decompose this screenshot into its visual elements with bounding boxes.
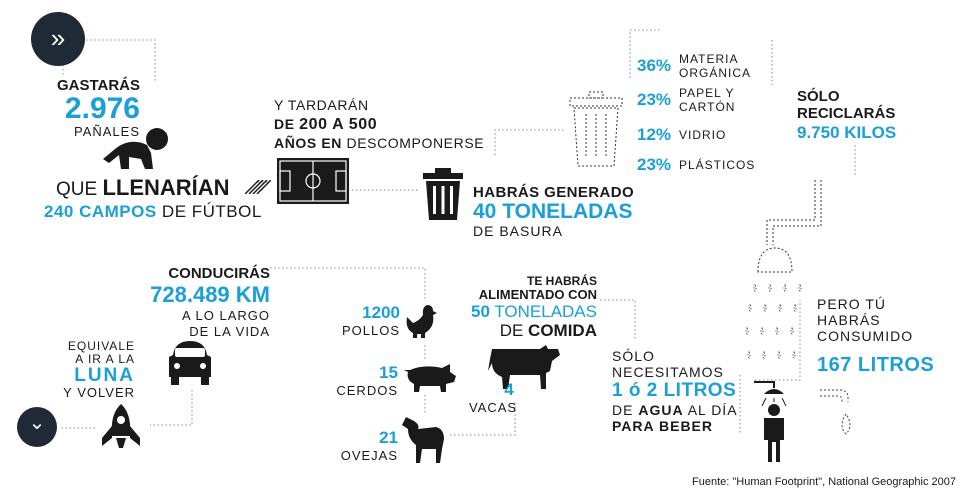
composition-label: PAPEL Y CARTÓN xyxy=(679,86,736,114)
garbage-verb: HABRÁS GENERADO xyxy=(473,184,635,201)
baby-crawling-icon xyxy=(103,128,168,169)
decompose-years-label: AÑOS EN xyxy=(274,135,342,151)
person-shower-icon xyxy=(754,381,787,462)
recycle-amount: 9.750 KILOS xyxy=(797,123,897,142)
fill-verb: LLENARÍAN xyxy=(102,175,230,200)
diapers-label: PAÑALES xyxy=(73,124,140,139)
food-unit: TONELADAS xyxy=(489,302,597,321)
composition-pct: 12% xyxy=(637,125,672,144)
fields-line: QUE LLENARÍAN xyxy=(56,177,230,201)
decompose-block: Y TARDARÁN DE 200 A 500 AÑOS EN DESCOMPO… xyxy=(274,96,484,153)
fill-text: QUE xyxy=(56,179,103,200)
water-total-block: PERO TÚ HABRÁS CONSUMIDO 167 LITROS xyxy=(817,296,934,380)
water-drink-l5: PARA BEBER xyxy=(612,418,714,434)
diapers-block: GASTARÁS 2.976 PAÑALES xyxy=(40,78,140,140)
food-amount: 50 xyxy=(470,302,490,321)
animal-label: OVEJAS xyxy=(340,448,398,463)
chevron-down-icon: ⌄ xyxy=(28,412,46,434)
moon-block: EQUIVALE A IR A LA LUNA Y VOLVER xyxy=(55,340,135,400)
double-chevron-right-icon: » xyxy=(50,22,66,53)
composition-item: 23% PAPEL Y CARTÓN xyxy=(637,86,772,120)
soccer-field-icon xyxy=(277,158,349,204)
food-l1: TE HABRÁS xyxy=(526,274,597,288)
pig-icon xyxy=(404,364,456,392)
drive-block: CONDUCIRÁS 728.489 KM A LO LARGO DE LA V… xyxy=(120,265,270,340)
diapers-verb: GASTARÁS xyxy=(56,77,140,94)
water-drink-de: DE xyxy=(612,402,639,418)
garbage-block: HABRÁS GENERADO 40 TONELADAS DE BASURA xyxy=(473,184,634,239)
recycle-only: SÓLO xyxy=(797,88,840,105)
animal-pigs: 15 CERDOS xyxy=(330,363,398,399)
sheep-icon xyxy=(402,417,444,463)
garbage-amount: 40 TONELADAS xyxy=(473,200,633,223)
faucet-icon xyxy=(820,389,851,435)
drive-l4: DE LA VIDA xyxy=(189,324,270,339)
food-l2: ALIMENTADO CON xyxy=(478,287,597,302)
moon-luna: LUNA xyxy=(74,365,135,386)
trash-outline-icon xyxy=(569,91,623,167)
animal-count: 21 xyxy=(379,428,398,447)
food-de: DE xyxy=(499,321,529,340)
animal-label: POLLOS xyxy=(341,323,400,338)
water-drink-agua: AGUA xyxy=(638,402,684,418)
composition-pct: 23% xyxy=(637,90,672,109)
decompose-intro: Y TARDARÁN xyxy=(274,97,369,113)
chicken-icon xyxy=(406,305,437,338)
cow-icon xyxy=(488,345,560,389)
animal-count: 15 xyxy=(379,363,398,382)
animal-cows: 4 VACAS xyxy=(469,380,560,416)
fields-count-line: 240 CAMPOS DE FÚTBOL xyxy=(44,202,262,222)
composition-item: 36% MATERIA ORGÁNICA xyxy=(637,50,772,86)
scroll-down-button[interactable]: ⌄ xyxy=(17,407,57,447)
animal-label: VACAS xyxy=(468,400,518,415)
moon-l2: A IR A LA xyxy=(75,352,135,366)
decompose-de: DE xyxy=(274,116,300,132)
moon-l1: EQUIVALE xyxy=(67,339,135,353)
composition-label: MATERIA ORGÁNICA xyxy=(679,52,752,80)
animal-count: 1200 xyxy=(362,303,400,322)
composition-list: 36% MATERIA ORGÁNICA 23% PAPEL Y CARTÓN … xyxy=(637,50,772,180)
composition-pct: 23% xyxy=(637,155,672,174)
animal-count: 4 xyxy=(504,380,514,399)
water-drink-l1: SÓLO xyxy=(612,348,655,364)
source-credit: Fuente: "Human Footprint", National Geog… xyxy=(692,476,957,488)
rocket-icon xyxy=(102,404,140,448)
food-label: COMIDA xyxy=(528,321,597,340)
drive-l3: A LO LARGO xyxy=(181,308,270,323)
composition-item: 12% VIDRIO xyxy=(637,120,772,150)
car-icon xyxy=(169,341,211,385)
garbage-label: DE BASURA xyxy=(473,223,563,239)
animal-sheep: 21 OVEJAS xyxy=(330,428,398,464)
drive-distance: 728.489 KM xyxy=(150,282,270,307)
diapers-count: 2.976 xyxy=(64,92,140,125)
water-drink-l2: NECESITAMOS xyxy=(612,364,724,380)
water-drink-block: SÓLO NECESITAMOS 1 ó 2 LITROS DE AGUA AL… xyxy=(612,348,738,434)
composition-label: PLÁSTICOS xyxy=(679,158,756,172)
composition-item: 23% PLÁSTICOS xyxy=(637,150,772,180)
shower-icon xyxy=(745,180,822,359)
water-total-amount: 167 LITROS xyxy=(817,354,935,376)
water-total-l3: CONSUMIDO xyxy=(817,328,914,344)
decompose-years: 200 A 500 xyxy=(299,116,378,133)
moon-l4: Y VOLVER xyxy=(63,385,135,400)
animal-label: CERDOS xyxy=(336,383,398,398)
drive-verb: CONDUCIRÁS xyxy=(168,265,270,282)
decompose-verb: DESCOMPONERSE xyxy=(342,135,485,151)
water-drink-day: AL DÍA xyxy=(683,402,738,418)
food-block: TE HABRÁS ALIMENTADO CON 50 TONELADAS DE… xyxy=(440,275,597,341)
water-drink-amount: 1 ó 2 LITROS xyxy=(612,380,737,401)
trash-can-icon xyxy=(423,168,463,220)
fields-rest: DE FÚTBOL xyxy=(156,202,262,221)
fields-count: 240 CAMPOS xyxy=(44,202,157,221)
next-button[interactable]: » xyxy=(31,12,85,66)
animal-chickens: 1200 POLLOS xyxy=(340,303,400,339)
water-total-l1: PERO TÚ xyxy=(817,296,886,312)
composition-pct: 36% xyxy=(637,56,672,75)
recycle-block: SÓLO RECICLARÁS 9.750 KILOS xyxy=(797,88,896,144)
composition-label: VIDRIO xyxy=(679,128,727,142)
water-total-l2: HABRÁS xyxy=(817,312,881,328)
hatch-icon xyxy=(245,180,271,194)
recycle-verb: RECICLARÁS xyxy=(797,105,896,122)
